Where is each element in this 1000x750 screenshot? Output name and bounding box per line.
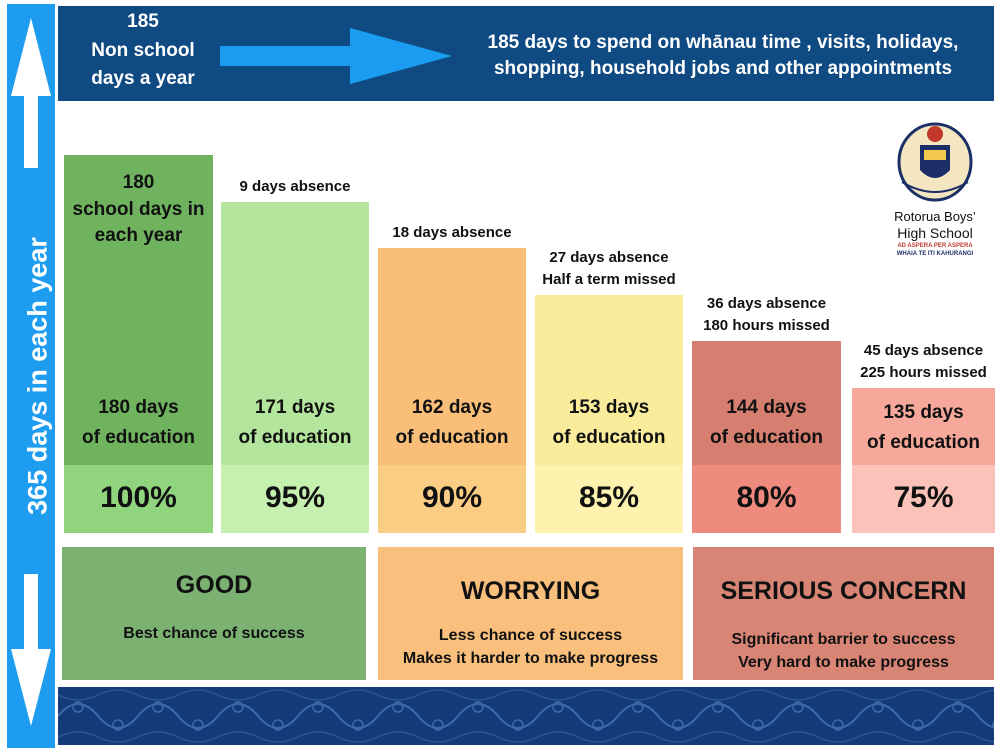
worrying-lines: Less chance of success Makes it harder t… [378,624,683,670]
bar-top-label: 180 school days in each year [64,170,213,250]
bar-top-label: 36 days absence 180 hours missed [688,293,845,337]
bar-top-label-line: Half a term missed [542,270,676,288]
percent-strip-3 [378,465,526,533]
bar-top-label: 9 days absence [217,176,373,198]
koru-pattern-icon [58,687,994,745]
bar-top-label-line: 36 days absence [706,295,827,312]
bar-top-label-line: 225 hours missed [860,363,987,381]
bar-top-label-line: 27 days absence [549,248,669,266]
bar-1 [64,155,213,465]
percent-label: 90% [421,481,483,514]
serious-title: SERIOUS CONCERN [720,577,967,605]
percent-label: 100% [100,481,177,514]
top-banner: 185 Non school days a year 185 days to s… [58,6,994,101]
bar-top-label: 27 days absence Half a term missed [531,247,687,291]
days-label: 180 days of education [64,393,213,454]
bar-5 [692,341,841,465]
banner-left-line: Non school [91,39,195,61]
percent-strip-4 [535,465,683,533]
up-arrow-icon [11,18,51,168]
serious-box: SERIOUS CONCERN Significant barrier to s… [693,547,994,680]
banner-left-line: days a year [91,68,195,89]
side-label: 365 days in each year [22,237,53,515]
school-crest-icon [897,122,973,202]
percent-strip-2 [221,465,369,533]
days-label: 153 days of education [535,393,683,454]
days-line: 153 days [568,397,650,418]
days-line: 135 days [883,402,964,423]
bar-2 [221,201,369,465]
side-arrows [11,18,51,726]
days-line: 162 days [411,397,493,418]
serious-lines: Significant barrier to success Very hard… [693,628,994,674]
school-tagline: WHAIA TE ITI KAHURANGI [896,251,974,257]
bar-top-label-line: 180 [122,172,155,193]
bar-top-label-line: each year [94,225,183,247]
banner-left-line: 185 [127,11,159,32]
education-line: of education [82,427,195,449]
education-line: of education [867,432,980,454]
percent-label: 80% [736,481,797,514]
banner-right-line: shopping, household jobs and other appoi… [493,57,953,79]
bar-3 [378,248,526,465]
days-label: 144 days of education [692,393,841,454]
worrying-title: WORRYING [460,577,601,605]
bar-6 [852,387,995,465]
percent-label: 95% [264,481,326,514]
serious-line: Very hard to make progress [738,654,949,672]
days-line: 171 days [254,397,336,418]
school-name: Rotorua Boys’ High School [880,209,990,241]
percent-strip-6 [852,465,995,533]
school-motto: AD ASPERA PER ASPERA [897,243,973,249]
bar-top-label: 45 days absence 225 hours missed [848,340,999,384]
decorative-band [58,687,994,745]
worrying-line: Makes it harder to make progress [402,650,659,668]
school-name-line: Rotorua Boys’ [894,209,976,224]
side-bar: 365 days in each year [7,4,55,748]
good-box: GOOD Best chance of success [62,547,366,680]
bar-top-label-line: 9 days absence [239,177,351,195]
school-name-line: High School [897,224,973,241]
worrying-line: Less chance of success [438,627,623,644]
days-label: 162 days of education [378,393,526,454]
banner-arrow-icon [220,28,452,84]
bar-top-label: 18 days absence [374,222,530,244]
banner-right-text: 185 days to spend on whānau time , visit… [458,30,988,81]
days-label: 171 days of education [221,393,369,454]
bar-top-label-line: 18 days absence [392,224,512,241]
days-line: 144 days [726,397,807,418]
education-line: of education [395,427,509,449]
down-arrow-icon [11,574,51,726]
banner-left-text: 185 Non school days a year [68,8,218,94]
education-line: of education [238,427,352,449]
good-line: Best chance of success [123,625,305,642]
banner-right-line: 185 days to spend on whānau time , visit… [487,32,959,53]
worrying-box: WORRYING Less chance of success Makes it… [378,547,683,680]
education-line: of education [552,427,666,449]
percent-strip-1 [64,465,213,533]
education-line: of education [710,427,823,449]
days-label: 135 days of education [852,398,995,459]
bar-top-label-line: school days in [72,198,205,220]
bar-top-label-line: 45 days absence [863,341,984,359]
bar-top-label-line: 180 hours missed [703,317,830,334]
percent-strip-5 [692,465,841,533]
percent-label: 85% [578,481,640,514]
bar-4 [535,294,683,465]
good-title: GOOD [175,571,253,599]
days-line: 180 days [98,397,179,418]
percent-label: 75% [893,481,954,514]
serious-line: Significant barrier to success [731,631,956,648]
school-logo: Rotorua Boys’ High School AD ASPERA PER … [880,120,990,260]
